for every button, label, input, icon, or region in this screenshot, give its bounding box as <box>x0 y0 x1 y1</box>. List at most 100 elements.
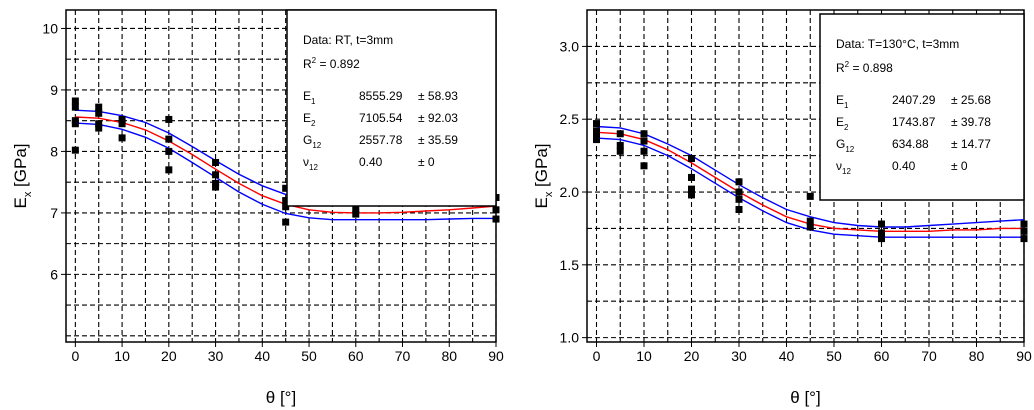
legend-box <box>819 13 1025 201</box>
chart-left: 0 10 20 30 40 50 60 70 80 90 6 7 8 9 10 θ [°] Ex [GPa] Da… <box>11 9 504 407</box>
legend-r2: R2 = 0.898 <box>836 60 893 75</box>
data-point <box>640 147 648 155</box>
data-point <box>735 178 743 186</box>
legend-param-name: ν12 <box>836 159 851 176</box>
data-point <box>1020 227 1028 235</box>
legend-param-name: E1 <box>836 93 849 110</box>
legend-param-error: ± 25.68 <box>951 93 991 107</box>
x-tick-label: 40 <box>779 348 795 364</box>
data-point <box>640 137 648 145</box>
data-point <box>878 220 885 228</box>
legend-param-symbol: E <box>836 93 844 107</box>
x-tick-label: 20 <box>161 348 177 364</box>
legend-param-value: 2557.78 <box>359 133 403 147</box>
legend-param-error: ± 35.59 <box>418 133 458 147</box>
legend-param-symbol: ν <box>836 159 842 173</box>
legend-r2-label: R <box>303 57 312 71</box>
y-axis-label-sub: x <box>22 191 34 197</box>
legend-param-value: 7105.54 <box>359 111 403 125</box>
data-point <box>282 218 290 226</box>
data-point <box>640 162 648 170</box>
data-point <box>352 210 360 218</box>
data-point <box>593 127 600 135</box>
data-point <box>1020 220 1028 228</box>
x-tick-label: 70 <box>395 348 411 364</box>
legend-param-sub: 12 <box>312 141 321 150</box>
data-point <box>616 130 624 138</box>
x-tick-label: 90 <box>1016 348 1032 364</box>
data-point <box>71 97 79 105</box>
data-point <box>212 183 220 191</box>
data-point <box>212 179 220 187</box>
x-tick-label: 30 <box>208 348 224 364</box>
data-point <box>806 217 814 225</box>
legend-param-name: G12 <box>303 133 322 150</box>
legend-param-value: 2407.29 <box>892 93 936 107</box>
y-tick-label: 2.0 <box>560 184 580 200</box>
legend-param-symbol: E <box>836 115 844 129</box>
legend-r2-sup: 2 <box>312 56 317 65</box>
data-point <box>71 120 79 128</box>
y-axis-label-unit: [GPa] <box>532 143 551 191</box>
legend-r2-value: = 0.892 <box>316 57 360 71</box>
legend-param-value: 1743.87 <box>892 115 936 129</box>
y-tick-label: 10 <box>42 20 58 36</box>
data-point <box>640 130 648 138</box>
y-tick-label: 7 <box>50 205 58 221</box>
fit-curve-2 <box>75 122 496 221</box>
data-point <box>688 173 695 181</box>
data-point <box>165 147 173 155</box>
data-point <box>878 235 885 243</box>
data-point <box>593 136 600 144</box>
data-point <box>165 115 173 123</box>
y-tick-label: 6 <box>50 266 58 282</box>
x-tick-label: 10 <box>114 348 130 364</box>
data-point <box>878 229 885 237</box>
legend-r2-sup: 2 <box>845 60 850 69</box>
data-point <box>593 120 600 128</box>
x-tick-label: 40 <box>255 348 271 364</box>
data-point <box>71 146 79 154</box>
legend-r2: R2 = 0.892 <box>303 56 360 71</box>
y-tick-label: 8 <box>50 143 58 159</box>
data-point <box>95 120 103 128</box>
legend-r2-value: = 0.898 <box>849 61 893 75</box>
data-point <box>95 103 103 111</box>
data-point <box>735 188 743 196</box>
data-point <box>806 192 814 200</box>
data-points <box>593 120 1028 243</box>
legend-param-symbol: G <box>836 137 845 151</box>
y-tick-label: 9 <box>50 82 58 98</box>
legend-param-error: ± 58.93 <box>418 89 458 103</box>
x-tick-label: 60 <box>874 348 890 364</box>
data-point <box>352 206 360 214</box>
data-point <box>492 206 500 214</box>
y-axis-label-main: E <box>11 197 30 208</box>
data-point <box>688 155 695 163</box>
y-tick-label: 2.5 <box>560 111 580 127</box>
x-tick-label: 10 <box>636 348 652 364</box>
legend-r2-label: R <box>836 61 845 75</box>
data-point <box>616 147 624 155</box>
x-tick-label: 0 <box>593 348 601 364</box>
x-axis-label: θ [°] <box>266 388 296 407</box>
legend-param-value: 634.88 <box>892 137 929 151</box>
x-tick-label: 30 <box>731 348 747 364</box>
data-point <box>688 191 695 199</box>
legend-param-sub: 1 <box>844 101 849 110</box>
x-axis-label: θ [°] <box>790 388 820 407</box>
y-tick-label: 3.0 <box>560 38 580 54</box>
data-point <box>282 184 290 192</box>
y-tick-label: 1.5 <box>560 257 580 273</box>
data-point <box>1020 235 1028 243</box>
y-axis-label-sub: x <box>543 191 555 197</box>
x-tick-label: 60 <box>348 348 364 364</box>
x-tick-label: 50 <box>826 348 842 364</box>
legend-param-symbol: G <box>303 133 312 147</box>
legend-param-error: ± 0 <box>951 159 968 173</box>
y-axis-label: Ex [GPa] <box>11 143 34 208</box>
data-point <box>95 124 103 132</box>
legend-param-sub: 12 <box>845 145 854 154</box>
legend-param-error: ± 92.03 <box>418 111 458 125</box>
